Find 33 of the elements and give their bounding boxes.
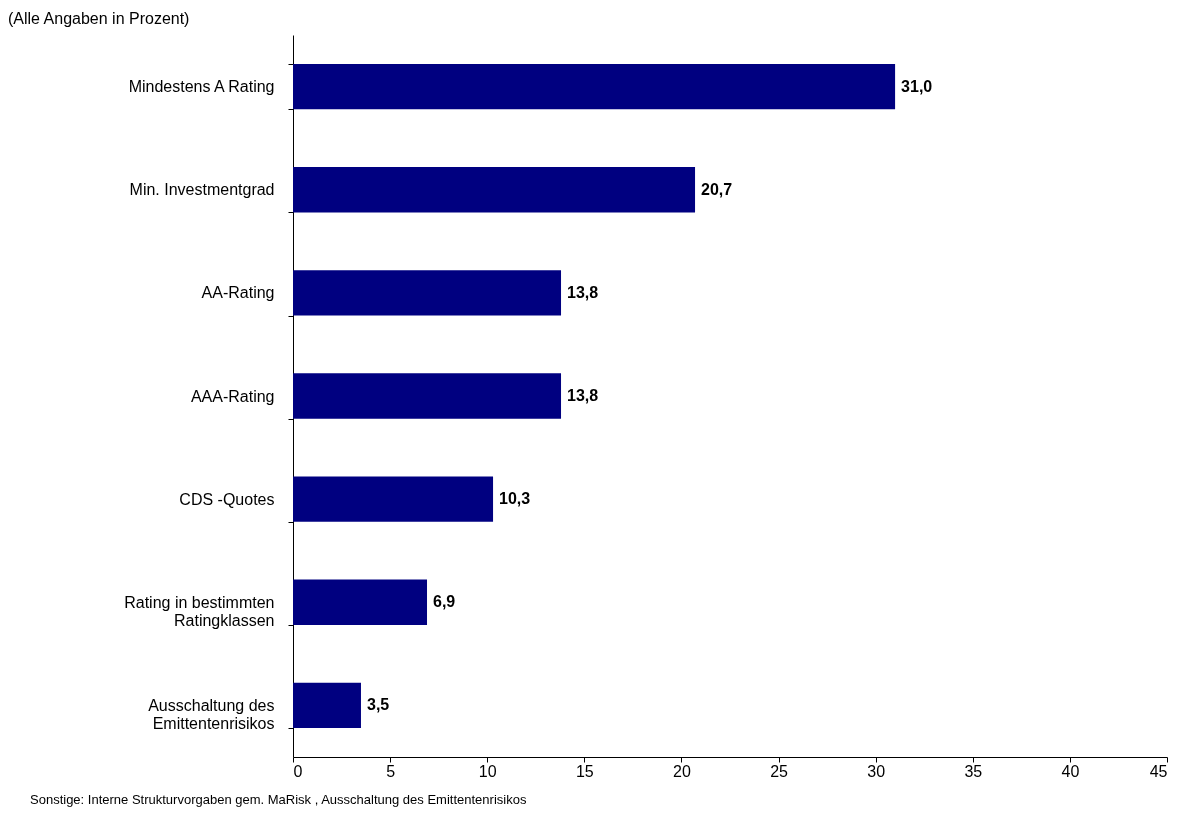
data-label: 3,5 [366,696,390,714]
data-label: 6,9 [433,593,456,611]
bar [293,682,361,729]
x-tick-label: 35 [964,762,983,780]
x-tick-label: 0 [293,762,303,780]
x-tick-label: 45 [1149,762,1168,780]
x-tick-label: 5 [386,762,396,780]
bar [293,476,494,522]
x-tick-label: 30 [867,762,886,780]
data-label: 10,3 [499,490,531,508]
x-tick-label: 10 [478,762,497,780]
y-tick-label: Rating in bestimmten Ratingklassen [124,593,275,629]
y-tick-label: Min. Investmentgrad [129,181,275,199]
y-tick-label: AAA-Rating [190,387,275,405]
y-tick-label: CDS -Quotes [179,490,275,508]
data-label: 31,0 [901,77,933,95]
bar [293,373,562,419]
x-tick-label: 15 [575,762,594,780]
x-tick-label: 40 [1061,762,1080,780]
text: (Alle Angaben in Prozent) [8,10,190,27]
bar [293,579,428,625]
text: Sonstige: Interne Strukturvorgaben gem. MaRisk , Ausschaltung des Emittentenrisikos [30,792,527,807]
bar [293,167,696,213]
data-label: 13,8 [567,387,599,404]
data-label: 13,8 [567,283,599,301]
x-tick-label: 20 [673,762,691,780]
data-label: 20,7 [701,180,733,198]
bar [293,270,562,316]
y-tick-label: AA-Rating [201,284,275,302]
bar [293,63,896,110]
x-tick-label: 25 [770,762,789,780]
y-tick-label: Ausschaltung des Emittentenrisikos [148,696,275,732]
y-tick-label: Mindestens A Rating [128,78,275,96]
